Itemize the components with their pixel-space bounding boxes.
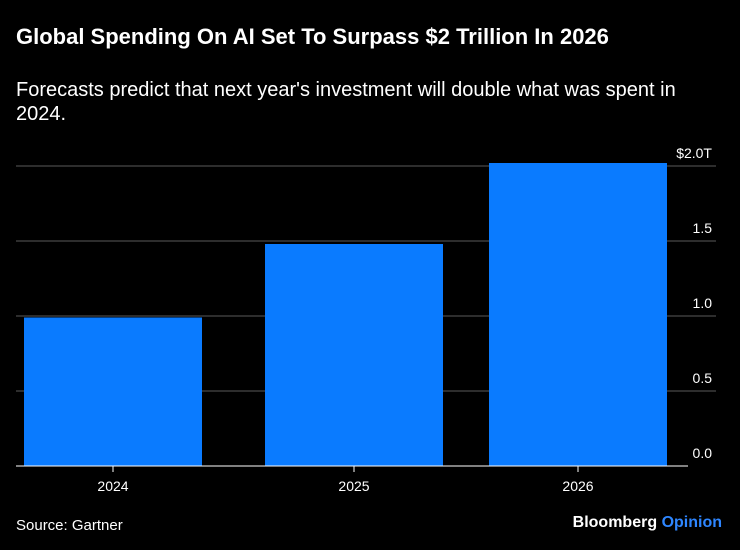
bar-2026 (489, 163, 667, 466)
x-tick-label: 2024 (97, 478, 128, 494)
chart-title: Global Spending On AI Set To Surpass $2 … (16, 24, 609, 49)
y-tick-label: $2.0T (676, 145, 712, 161)
axes: 0.0 0.5 1.0 1.5 $2.0T 2024 2025 2026 (16, 145, 712, 494)
x-tick-label: 2025 (338, 478, 369, 494)
bars (24, 163, 667, 466)
y-tick-label: 0.0 (693, 445, 713, 461)
brand-logo: Bloomberg Opinion (573, 514, 722, 532)
brand-opinion: Opinion (661, 514, 722, 531)
brand-name: Bloomberg (572, 514, 658, 531)
chart-subtitle: Forecasts predict that next year's inves… (16, 79, 676, 125)
bar-2024 (24, 317, 202, 466)
x-tick-label: 2026 (562, 478, 593, 494)
source-note: Source: Gartner (16, 517, 123, 534)
bar-2025 (265, 244, 443, 466)
y-tick-label: 1.5 (693, 220, 713, 236)
y-tick-label: 1.0 (693, 295, 713, 311)
y-tick-label: 0.5 (693, 370, 713, 386)
